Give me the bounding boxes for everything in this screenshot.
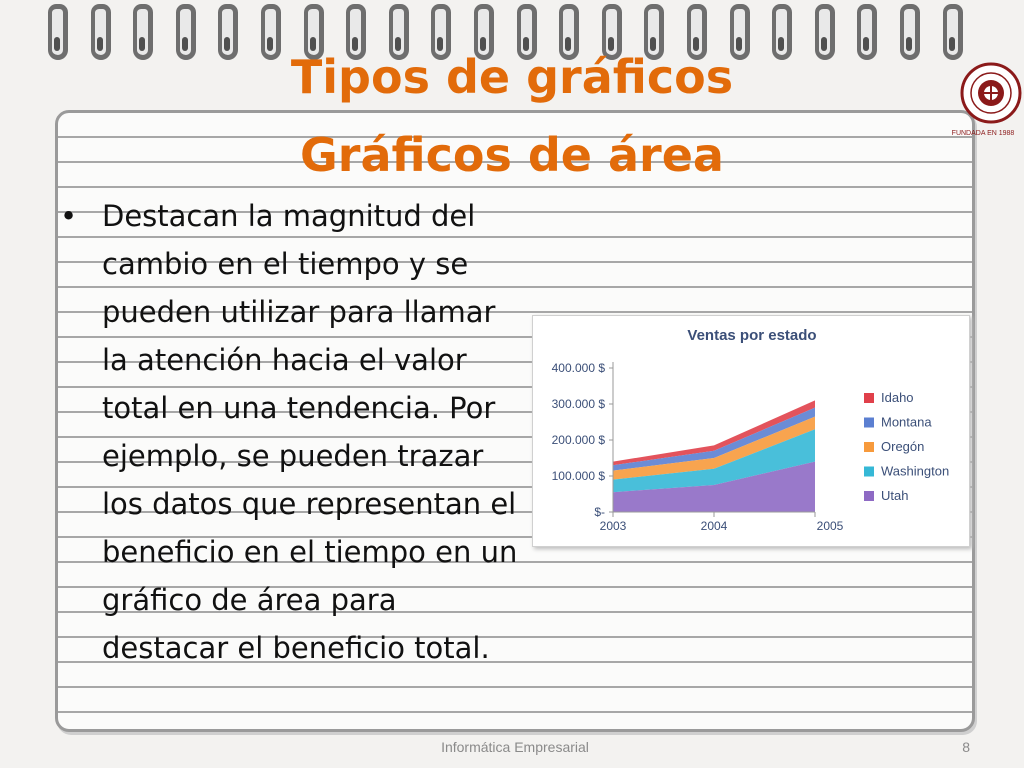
spiral-ring — [431, 4, 452, 60]
spiral-ring — [814, 4, 835, 60]
university-seal-icon — [960, 62, 1022, 124]
area-chart: Ventas por estado $- 100.000 $ 200.000 $ 300… — [532, 315, 970, 547]
spiral-ring — [942, 4, 963, 60]
y-tick-label: 200.000 $ — [552, 433, 606, 447]
x-tick-label: 2003 — [600, 519, 627, 533]
x-tick-label: 2004 — [701, 519, 728, 533]
legend-swatch — [864, 417, 874, 428]
bullet-paragraph: Destacan la magnitud del cambio en el ti… — [60, 192, 530, 672]
logo-caption: FUNDADA EN 1988 — [951, 130, 1015, 137]
area-series-oregón — [613, 416, 815, 480]
bullet-marker: • — [60, 199, 78, 233]
spiral-ring — [601, 4, 622, 60]
spiral-ring — [175, 4, 196, 60]
spiral-ring — [900, 4, 920, 60]
university-logo — [960, 62, 1022, 124]
slide-subtitle: Gráficos de área — [300, 128, 724, 182]
spiral-ring — [516, 4, 537, 60]
page-number: 8 — [962, 739, 970, 755]
chart-title: Ventas por estado — [687, 327, 816, 344]
spiral-ring — [772, 4, 793, 60]
spiral-ring — [261, 4, 281, 60]
spiral-ring — [133, 4, 154, 60]
spiral-ring — [857, 4, 878, 60]
y-tick-label: 400.000 $ — [552, 361, 606, 375]
legend-swatch — [864, 491, 874, 501]
spiral-ring — [644, 4, 665, 60]
spiral-ring — [90, 4, 111, 60]
legend-label: Montana — [881, 415, 932, 430]
area-chart-svg: Ventas por estado $- 100.000 $ 200.000 $ 300… — [552, 327, 950, 533]
legend-label: Oregón — [881, 439, 924, 454]
spiral-ring — [388, 4, 409, 60]
spiral-ring — [687, 4, 707, 60]
spiral-ring — [559, 4, 580, 60]
spiral-ring — [474, 4, 494, 60]
legend-swatch — [864, 442, 874, 452]
area-series-idaho — [613, 400, 815, 466]
legend-swatch — [864, 393, 874, 403]
y-tick-label: $- — [594, 505, 605, 519]
spiral-ring — [48, 4, 68, 60]
x-tick-label: 2005 — [817, 519, 844, 533]
spiral-ring — [346, 4, 367, 60]
spiral-ring — [218, 4, 239, 60]
legend-swatch — [864, 466, 874, 477]
legend-label: Idaho — [881, 390, 914, 405]
bullet-text: Destacan la magnitud del cambio en el ti… — [102, 199, 518, 665]
y-tick-label: 300.000 $ — [552, 397, 606, 411]
footer-text: Informática Empresarial — [441, 739, 589, 755]
y-tick-label: 100.000 $ — [552, 469, 606, 483]
spiral-ring — [729, 4, 750, 60]
legend-label: Utah — [881, 488, 908, 503]
area-series-washington — [613, 429, 815, 493]
area-series-utah — [613, 461, 815, 512]
spiral-ring — [303, 4, 324, 60]
slide-title: Tipos de gráficos — [290, 50, 734, 104]
spiral-binding — [40, 0, 980, 62]
legend-label: Washington — [881, 464, 949, 479]
